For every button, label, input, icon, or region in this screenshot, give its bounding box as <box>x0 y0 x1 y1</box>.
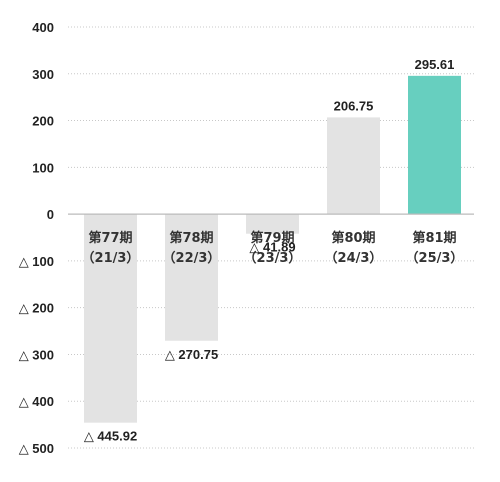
y-tick-label: △ 500 <box>19 441 54 456</box>
y-tick-label: △ 400 <box>19 394 54 409</box>
category-label: 第78期 <box>169 230 213 246</box>
bar <box>84 214 137 423</box>
bar <box>327 117 380 215</box>
category-sublabel: （24/3） <box>325 250 383 266</box>
category-label: 第81期 <box>412 230 456 246</box>
data-label: 295.61 <box>415 57 455 72</box>
y-tick-label: △ 200 <box>19 301 54 316</box>
y-tick-label: 0 <box>47 207 54 222</box>
data-label: △ 41.89 <box>249 240 295 255</box>
category-sublabel: （22/3） <box>163 250 221 266</box>
bar <box>246 214 299 234</box>
category-sublabel: （21/3） <box>82 250 140 266</box>
category-sublabel: （23/3） <box>244 250 302 266</box>
data-label: 206.75 <box>334 98 374 113</box>
bar <box>165 214 218 341</box>
y-tick-label: △ 100 <box>19 254 54 269</box>
data-label: △ 270.75 <box>165 347 218 362</box>
y-tick-label: 200 <box>32 114 54 129</box>
y-tick-label: 400 <box>32 20 54 35</box>
y-tick-label: 100 <box>32 160 54 175</box>
category-sublabel: （25/3） <box>406 250 464 266</box>
category-label: 第77期 <box>88 230 132 246</box>
y-tick-label: 300 <box>32 67 54 82</box>
data-label: △ 445.92 <box>84 429 137 444</box>
y-tick-label: △ 300 <box>19 347 54 362</box>
bar <box>408 75 461 215</box>
category-label: 第80期 <box>331 230 375 246</box>
category-label: 第79期 <box>250 230 294 246</box>
